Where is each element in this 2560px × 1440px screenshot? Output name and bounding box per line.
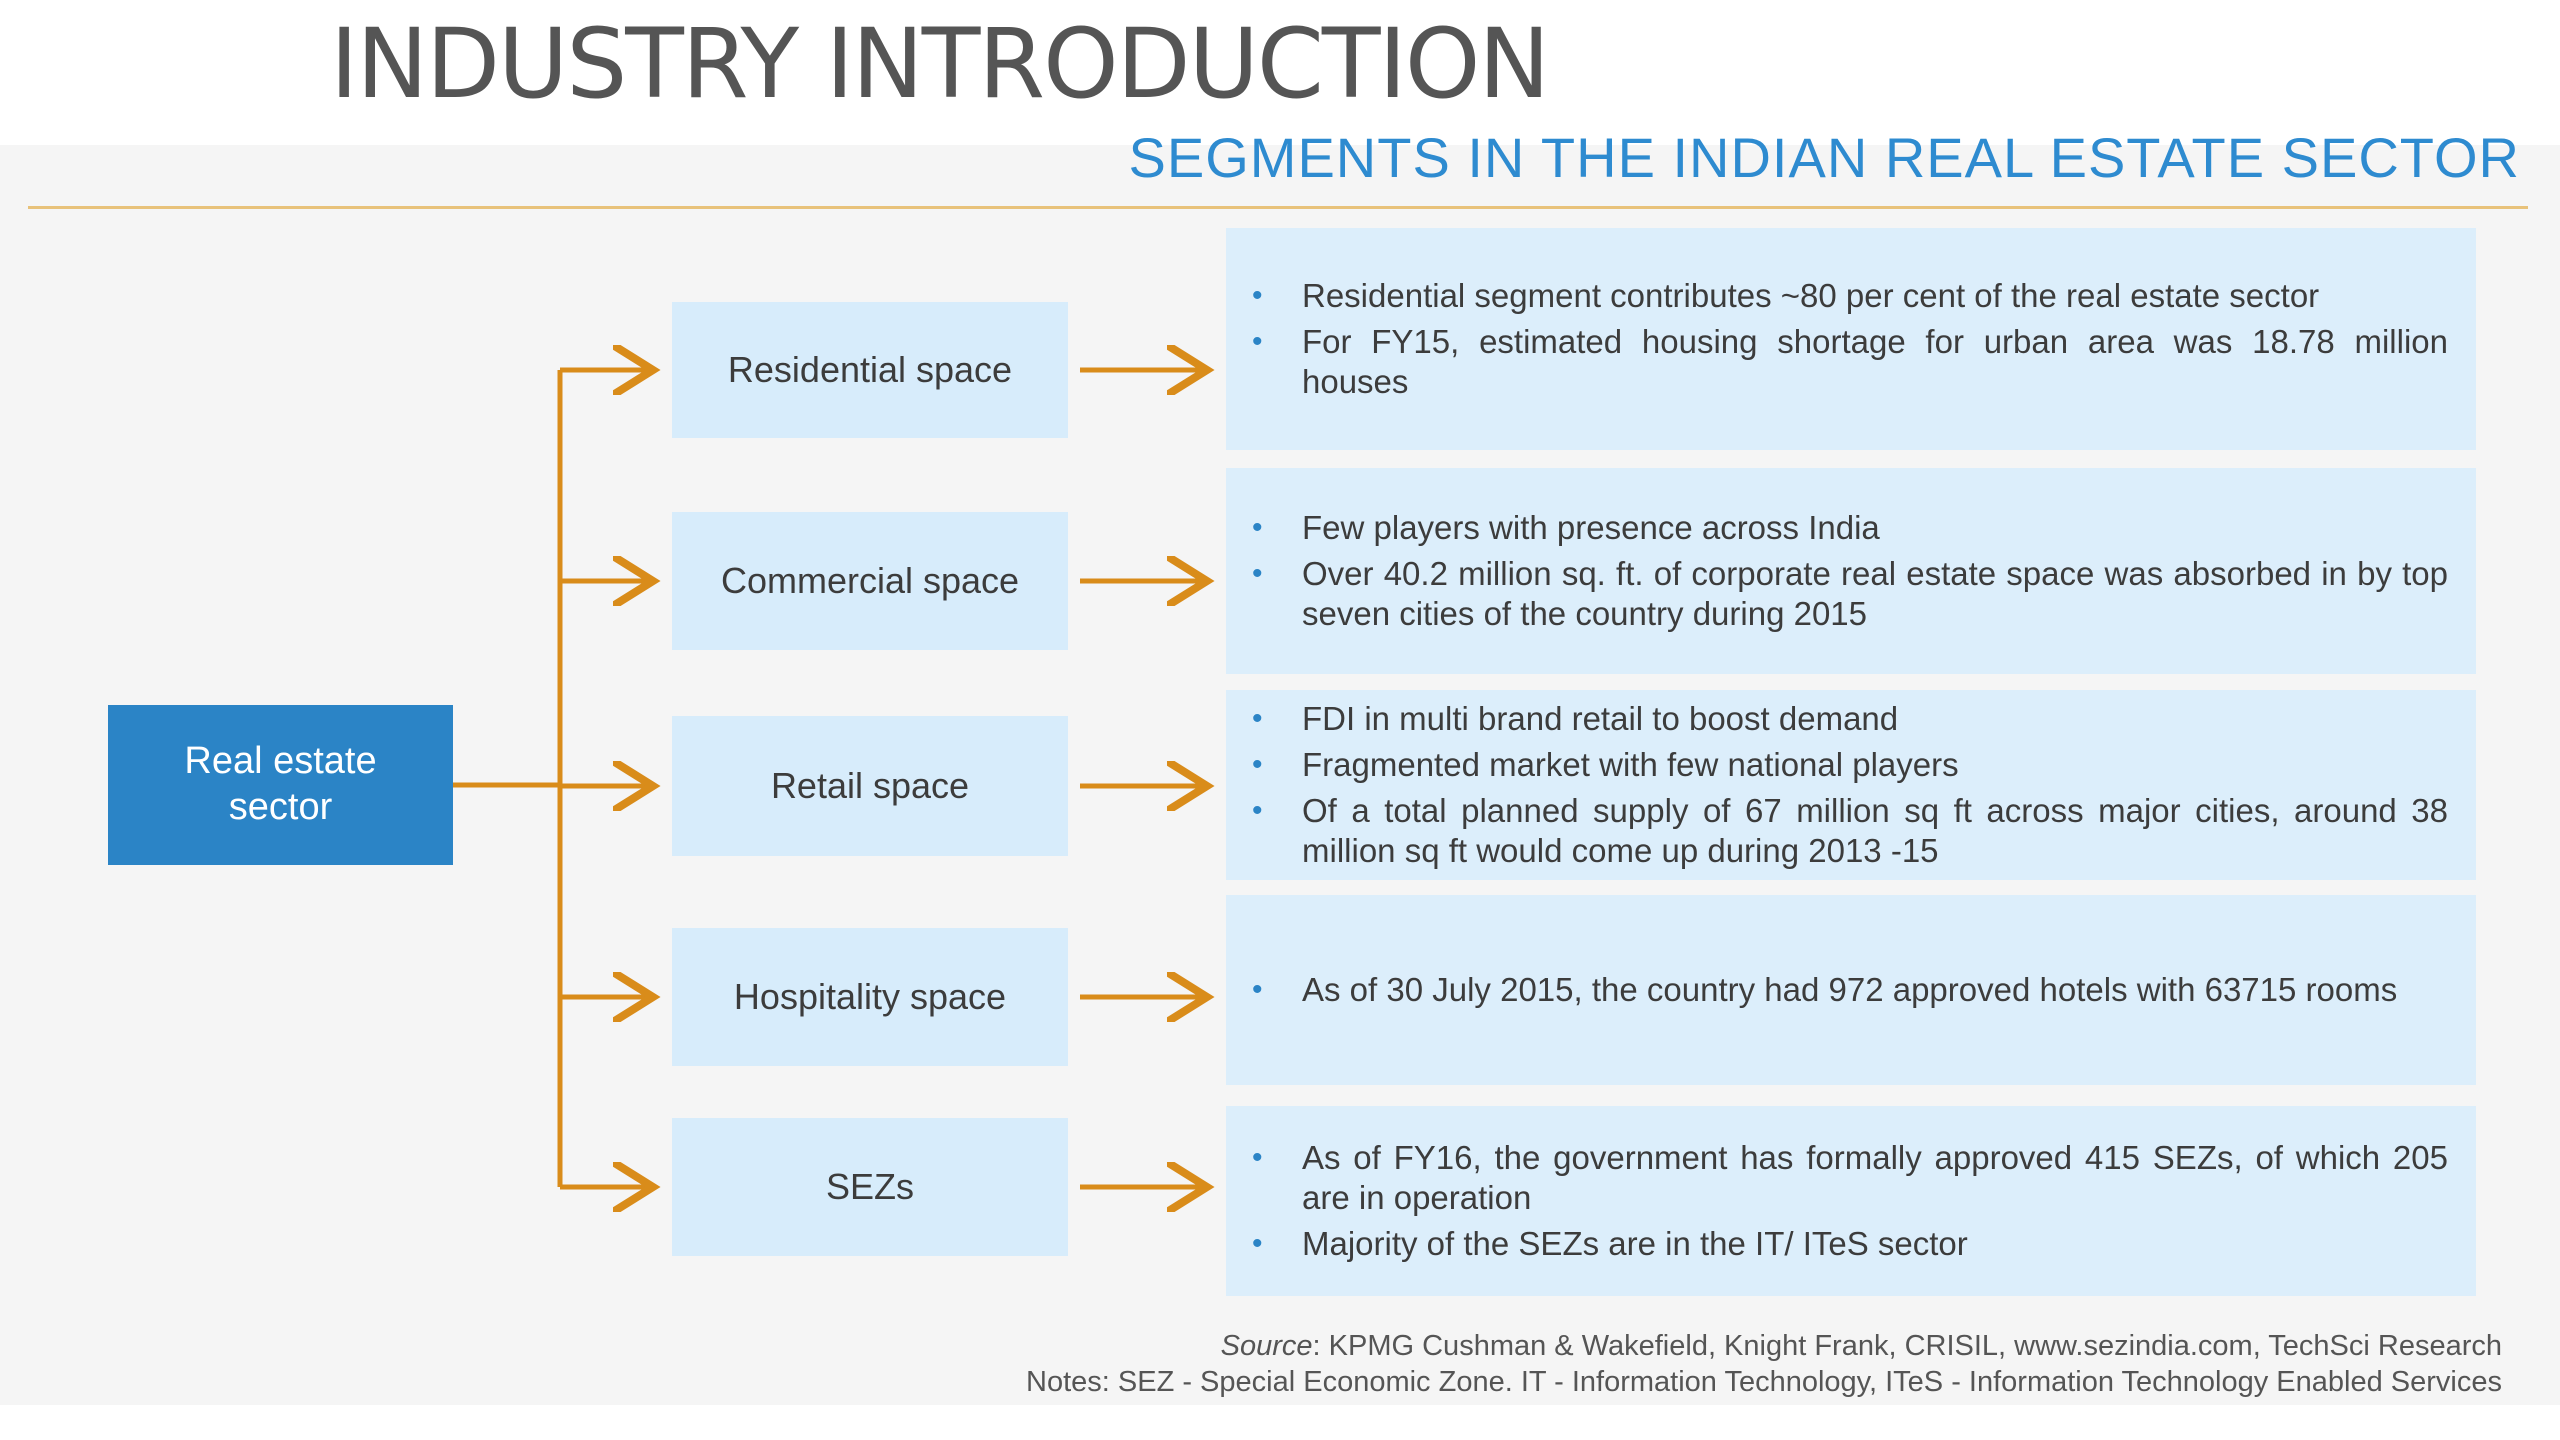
detail-list: • As of 30 July 2015, the country had 972… [1252, 964, 2448, 1016]
bullet-icon: • [1252, 557, 1263, 590]
detail-point: • For FY15, estimated housing shortage fo… [1252, 322, 2448, 402]
bullet-icon: • [1252, 279, 1263, 312]
notes-text: Notes: SEZ - Special Economic Zone. IT -… [1026, 1366, 2502, 1398]
detail-box-retail-space: • FDI in multi brand retail to boost dema… [1226, 690, 2476, 880]
bullet-icon: • [1252, 511, 1263, 544]
detail-list: • FDI in multi brand retail to boost dema… [1252, 693, 2448, 877]
detail-point-text: As of FY16, the government has formally … [1302, 1139, 2448, 1216]
source-label: Source [1220, 1330, 1313, 1362]
detail-box-commercial-space: • Few players with presence across India •… [1226, 468, 2476, 674]
segment-box-hospitality-space: Hospitality space [672, 928, 1068, 1066]
detail-point: • Over 40.2 million sq. ft. of corporate … [1252, 554, 2448, 634]
detail-point: • As of FY16, the government has formally… [1252, 1138, 2448, 1218]
detail-point-text: Of a total planned supply of 67 million … [1302, 792, 2448, 869]
detail-point-text: Over 40.2 million sq. ft. of corporate r… [1302, 555, 2448, 632]
segment-label: Hospitality space [733, 976, 1007, 1017]
segment-box-commercial-space: Commercial space [672, 512, 1068, 650]
detail-point: • FDI in multi brand retail to boost dema… [1252, 699, 2448, 739]
root-node-real-estate-sector: Real estate sector [108, 705, 453, 865]
segment-box-residential-space: Residential space [672, 302, 1068, 438]
detail-point: • As of 30 July 2015, the country had 972… [1252, 970, 2448, 1010]
detail-list: • Few players with presence across India •… [1252, 502, 2448, 640]
detail-box-hospitality-space: • As of 30 July 2015, the country had 972… [1226, 895, 2476, 1085]
segment-box-sezs: SEZs [672, 1118, 1068, 1256]
detail-point-text: Few players with presence across India [1302, 509, 1880, 546]
detail-point: • Of a total planned supply of 67 million… [1252, 791, 2448, 871]
detail-point-text: Residential segment contributes ~80 per … [1302, 277, 2320, 314]
bullet-icon: • [1252, 973, 1263, 1006]
segment-box-retail-space: Retail space [672, 716, 1068, 856]
bullet-icon: • [1252, 1227, 1263, 1260]
heading-divider [28, 206, 2528, 209]
source-text: : KPMG Cushman & Wakefield, Knight Frank… [1312, 1330, 2502, 1362]
detail-point-text: For FY15, estimated housing shortage for… [1302, 323, 2448, 400]
source-notes: Source: KPMG Cushman & Wakefield, Knight… [1026, 1328, 2502, 1400]
bullet-icon: • [1252, 1141, 1263, 1174]
detail-list: • As of FY16, the government has formally… [1252, 1132, 2448, 1270]
bullet-icon: • [1252, 702, 1263, 735]
segment-label: Retail space [770, 765, 970, 806]
segment-label: SEZs [825, 1166, 914, 1207]
detail-point: • Residential segment contributes ~80 per… [1252, 276, 2448, 316]
detail-point-text: As of 30 July 2015, the country had 972 … [1302, 971, 2398, 1008]
detail-point-text: FDI in multi brand retail to boost deman… [1302, 700, 1899, 737]
detail-point-text: Majority of the SEZs are in the IT/ ITeS… [1302, 1225, 1968, 1262]
page-title: INDUSTRY INTRODUCTION [330, 8, 1550, 120]
detail-point: • Majority of the SEZs are in the IT/ ITe… [1252, 1224, 2448, 1264]
bullet-icon: • [1252, 794, 1263, 827]
segment-label: Commercial space [720, 560, 1020, 601]
detail-box-sezs: • As of FY16, the government has formally… [1226, 1106, 2476, 1296]
bullet-icon: • [1252, 748, 1263, 781]
slide-heading: SEGMENTS IN THE INDIAN REAL ESTATE SECTO… [1128, 126, 2520, 189]
detail-point-text: Fragmented market with few national play… [1302, 746, 1959, 783]
detail-box-residential-space: • Residential segment contributes ~80 per… [1226, 228, 2476, 450]
detail-point: • Fragmented market with few national pla… [1252, 745, 2448, 785]
bullet-icon: • [1252, 325, 1263, 358]
detail-list: • Residential segment contributes ~80 per… [1252, 270, 2448, 408]
segment-label: Residential space [727, 349, 1013, 390]
detail-point: • Few players with presence across India [1252, 508, 2448, 548]
